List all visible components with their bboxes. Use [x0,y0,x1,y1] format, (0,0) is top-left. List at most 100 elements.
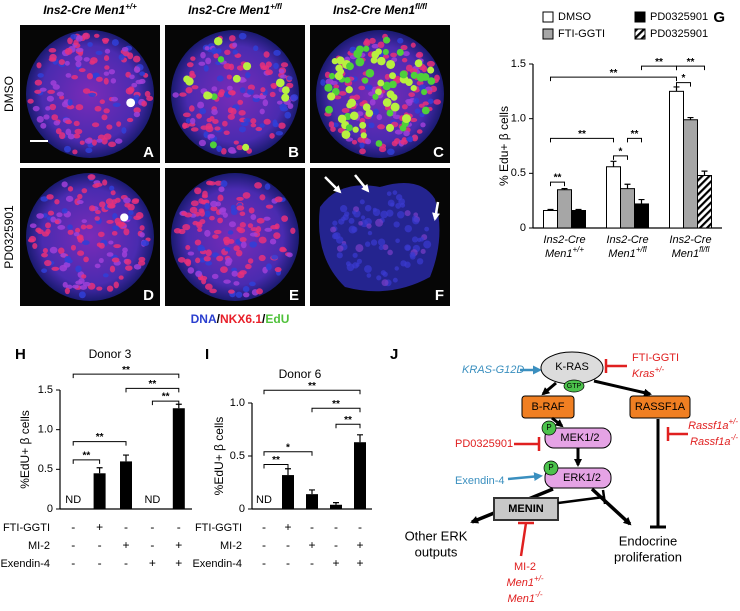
cell [209,288,217,294]
cell [205,261,213,266]
cell [111,257,120,263]
cell [112,102,121,108]
cell [236,65,245,71]
edu-cell [389,80,397,89]
cell [37,73,44,78]
cell [87,42,93,47]
condition-label: MI-2 [220,540,242,552]
micrograph: F [310,168,450,306]
y-tick-label: 1.0 [511,113,526,125]
cell [64,60,70,66]
cell [214,126,221,131]
edu-cell [386,123,395,132]
sig-label: ** [149,379,157,390]
cell [254,182,263,189]
cell [129,74,135,80]
cell [45,106,51,111]
cell [382,54,390,59]
cell [274,267,282,273]
cell [123,228,130,236]
sig-bracket [72,441,127,446]
cell [269,132,275,139]
row-label: DMSO [2,76,16,112]
condition-mark: - [310,520,314,534]
edu-cell [377,56,386,66]
cell [377,124,385,130]
edu-cell [372,93,379,100]
cell [36,213,44,219]
cell [113,244,121,249]
cell [358,85,366,91]
error-bar [333,502,339,505]
edu-cell [427,77,436,85]
cell [259,123,265,128]
edu-cell [427,66,435,74]
edu-cell [232,74,241,83]
cell [200,125,208,130]
condition-mark: - [310,556,314,570]
cell [377,41,385,49]
cell [375,218,384,227]
cell [391,140,398,147]
cell [106,252,114,257]
cell [106,124,113,130]
y-tick-label: 0.5 [38,463,53,475]
cell [227,107,234,114]
cell [414,108,421,114]
inhibition [650,419,666,529]
cell [359,117,366,124]
cell [118,275,124,280]
cell [276,100,283,105]
edu-cell [383,36,391,44]
cell [333,84,340,89]
cell [245,71,251,79]
cell [397,37,404,44]
cell [49,246,58,254]
cell [242,192,251,199]
bar [669,90,684,229]
sig-bracket [263,389,361,395]
cell [262,65,270,71]
cell [85,147,93,154]
cell [98,201,106,208]
edu-cell [210,93,218,100]
y-tick-label: 0.5 [230,450,245,462]
cell [240,121,249,127]
cell [112,225,120,231]
cell [258,94,266,100]
edu-cell [185,77,194,86]
condition-mark: - [262,538,266,552]
cell [85,224,93,230]
condition-mark: - [262,556,266,570]
cell [73,133,81,139]
cell [103,108,110,114]
cell [82,88,91,94]
cell [419,237,425,242]
cell [364,204,372,212]
cell [47,89,55,94]
sig-bracket [627,137,642,143]
cell [189,105,195,112]
edu-cell [345,124,353,132]
cell [189,206,198,214]
cell [50,80,57,86]
cell [96,138,103,143]
cell [67,99,73,106]
cell [406,99,413,106]
sig-label: ** [610,68,618,79]
cell [103,77,109,85]
cell [426,60,435,68]
cell [196,113,202,119]
sig-label: ** [344,415,352,426]
cell [50,216,57,223]
cell [217,217,223,224]
edu-cell [344,76,351,84]
cell [125,265,133,271]
node-label: GTP [567,383,582,390]
cell [146,95,154,101]
islet [26,173,154,301]
condition-mark: + [356,538,363,552]
cell [81,188,88,194]
column-header: Ins2-Cre Men1fl/fl [333,2,428,18]
